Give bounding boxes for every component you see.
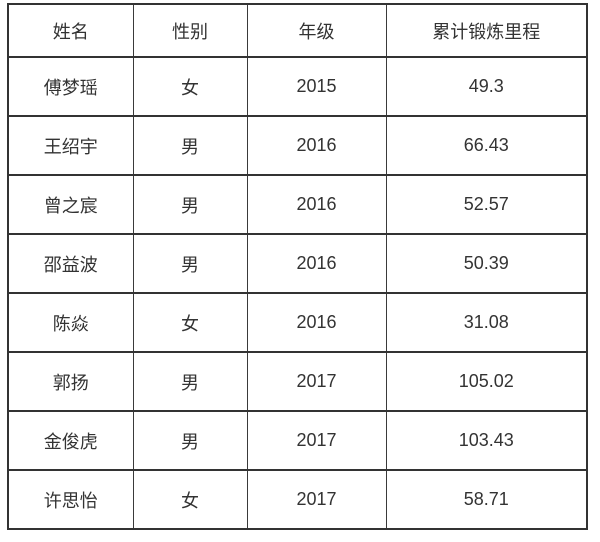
table-row: 陈焱女 2016 31.08 <box>7 292 588 353</box>
column-header: 性别 <box>132 3 248 58</box>
table-cell: 男 <box>132 115 248 176</box>
column-header: 姓名 <box>7 3 134 58</box>
table-cell: 许思怡 <box>7 469 134 530</box>
table-cell: 2016 <box>246 115 387 176</box>
table-row: 许思怡女 2017 58.71 <box>7 469 588 530</box>
table-cell: 52.57 <box>385 174 588 235</box>
table-cell: 2017 <box>246 351 387 412</box>
table-cell: 女 <box>132 56 248 117</box>
table-row: 王绍宇男 2016 66.43 <box>7 115 588 176</box>
table-cell: 曾之宸 <box>7 174 134 235</box>
table-row: 郭扬男 2017 105.02 <box>7 351 588 412</box>
table-cell: 男 <box>132 410 248 471</box>
table-cell: 2016 <box>246 233 387 294</box>
table-cell: 女 <box>132 469 248 530</box>
table-cell: 陈焱 <box>7 292 134 353</box>
table-cell: 31.08 <box>385 292 588 353</box>
table-cell: 66.43 <box>385 115 588 176</box>
table-header: 姓名 性别 年级 累计锻炼里程 <box>7 3 588 58</box>
table-cell: 男 <box>132 351 248 412</box>
table-cell: 49.3 <box>385 56 588 117</box>
table-row: 金俊虎男 2017 103.43 <box>7 410 588 471</box>
table-cell: 2016 <box>246 174 387 235</box>
exercise-mileage-table: 姓名 性别 年级 累计锻炼里程 傅梦瑶女 2015 49.3 王绍宇男 2016 66.43 曾之… <box>7 3 588 530</box>
table-cell: 郭扬 <box>7 351 134 412</box>
table-cell: 傅梦瑶 <box>7 56 134 117</box>
table-row: 傅梦瑶女 2015 49.3 <box>7 56 588 117</box>
table-row: 曾之宸男 2016 52.57 <box>7 174 588 235</box>
table-cell: 50.39 <box>385 233 588 294</box>
table-cell: 王绍宇 <box>7 115 134 176</box>
table-cell: 58.71 <box>385 469 588 530</box>
table-cell: 男 <box>132 233 248 294</box>
table-cell: 2016 <box>246 292 387 353</box>
table-body: 傅梦瑶女 2015 49.3 王绍宇男 2016 66.43 曾之宸男 2016 52.57 邵益… <box>7 56 588 530</box>
table-cell: 105.02 <box>385 351 588 412</box>
table-cell: 邵益波 <box>7 233 134 294</box>
table-cell: 男 <box>132 174 248 235</box>
table-cell: 女 <box>132 292 248 353</box>
table-cell: 金俊虎 <box>7 410 134 471</box>
table-cell: 2017 <box>246 469 387 530</box>
table-header-row: 姓名 性别 年级 累计锻炼里程 <box>7 3 588 58</box>
table-cell: 2017 <box>246 410 387 471</box>
column-header: 年级 <box>246 3 387 58</box>
column-header: 累计锻炼里程 <box>385 3 588 58</box>
table-cell: 2015 <box>246 56 387 117</box>
table-cell: 103.43 <box>385 410 588 471</box>
table-row: 邵益波男 2016 50.39 <box>7 233 588 294</box>
